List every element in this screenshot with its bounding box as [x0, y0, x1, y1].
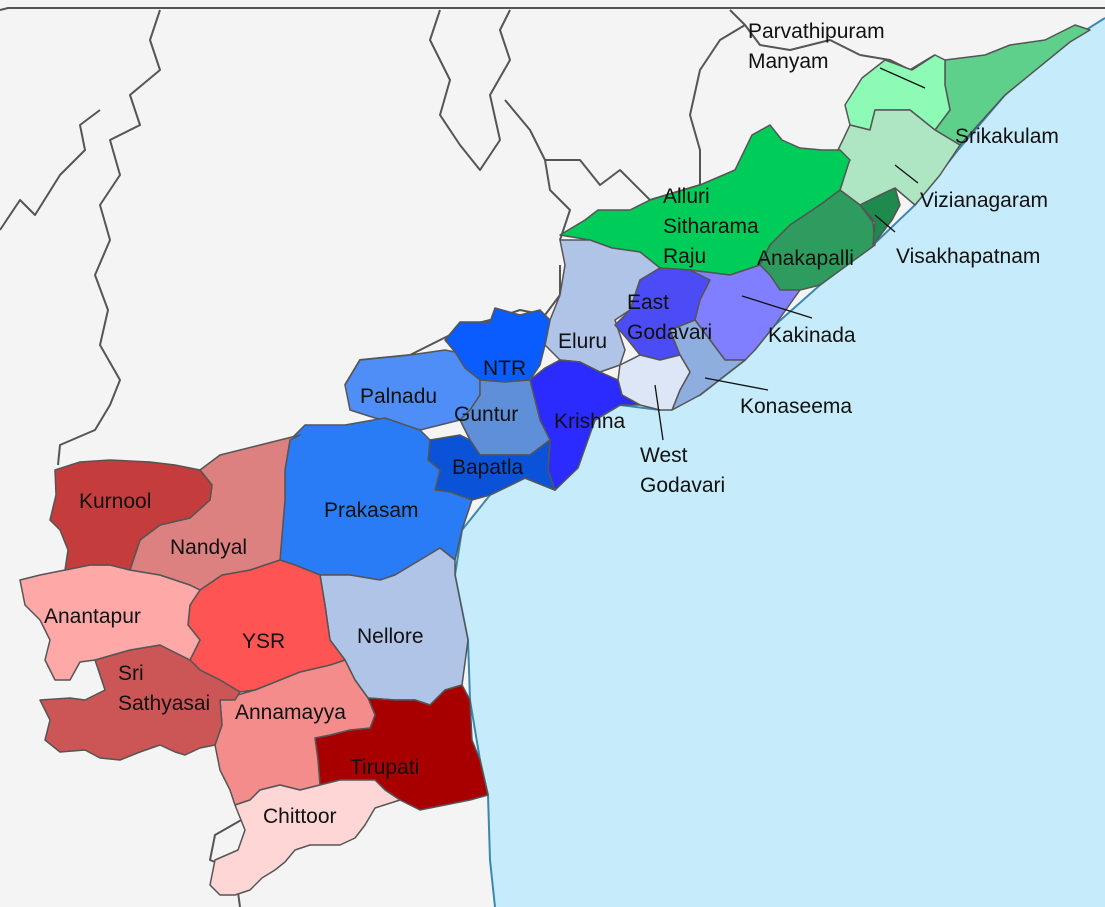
label-chittoor: Chittoor: [263, 805, 337, 828]
label-west-godavari: West Godavari: [640, 444, 725, 497]
label-prakasam: Prakasam: [324, 499, 419, 522]
label-nandyal: Nandyal: [170, 536, 247, 559]
label-konaseema: Konaseema: [740, 395, 852, 418]
district-labels: Parvathipuram Manyam Srikakulam Vizianagara…: [44, 20, 1059, 828]
district-eluru[interactable]: [544, 239, 661, 373]
label-eluru: Eluru: [558, 330, 607, 353]
label-srikakulam: Srikakulam: [955, 125, 1059, 148]
label-kakinada: Kakinada: [768, 324, 856, 347]
district-chittoor[interactable]: [209, 779, 401, 896]
district-visakhapatnam[interactable]: [859, 187, 901, 246]
label-nellore: Nellore: [357, 625, 424, 648]
label-annamayya: Annamayya: [235, 701, 346, 724]
label-tirupati: Tirupati: [350, 756, 419, 779]
label-krishna: Krishna: [554, 410, 626, 433]
label-guntur: Guntur: [454, 403, 518, 426]
district-kakinada[interactable]: [689, 264, 801, 361]
label-anantapur: Anantapur: [44, 605, 141, 628]
district-sri-sathyasai[interactable]: [39, 644, 241, 761]
leader-lines: [654, 67, 926, 441]
label-palnadu: Palnadu: [360, 385, 437, 408]
districts: [19, 24, 1091, 896]
sea: [455, 18, 1105, 907]
district-kurnool[interactable]: [49, 459, 213, 571]
label-parvathipuram-manyam: Parvathipuram Manyam: [748, 20, 885, 73]
label-alluri-sitharama-raju: Alluri Sitharama Raju: [663, 185, 759, 268]
label-vizianagaram: Vizianagaram: [920, 189, 1048, 212]
label-bapatla: Bapatla: [452, 456, 524, 479]
state-borders: [0, 7, 1105, 907]
label-east-godavari: East Godavari: [627, 291, 712, 344]
label-ntr: NTR: [483, 357, 526, 380]
label-visakhapatnam: Visakhapatnam: [896, 245, 1040, 268]
label-sri-sathyasai: Sri Sathyasai: [118, 662, 210, 715]
label-anakapalli: Anakapalli: [757, 247, 854, 270]
label-ysr: YSR: [242, 630, 285, 653]
label-kurnool: Kurnool: [79, 490, 151, 513]
